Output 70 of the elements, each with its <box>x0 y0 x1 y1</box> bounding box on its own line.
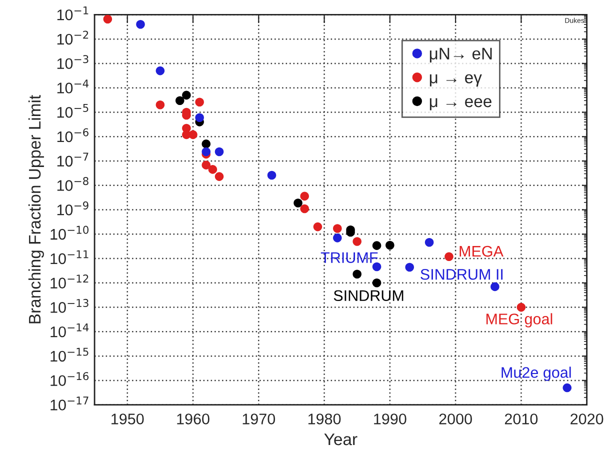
point <box>202 160 211 170</box>
point <box>352 237 362 246</box>
y-tick-label: 10$^{−7}$ <box>57 152 88 167</box>
point <box>188 130 198 140</box>
y-tick-label: 10$^{−3}$ <box>57 55 88 70</box>
y-tick-label: 10$^{−6}$ <box>57 128 88 142</box>
legend-label: μ → eee <box>430 98 492 110</box>
x-tick-label: 1950 <box>112 414 144 424</box>
y-tick-label: 10$^{−9}$ <box>57 201 88 216</box>
point <box>300 192 309 201</box>
y-axis-title: Branching Fraction Upper Limit <box>28 95 44 324</box>
point <box>405 262 414 272</box>
point <box>294 198 302 208</box>
point <box>424 238 434 247</box>
y-tick-label: 10$^{−5}$ <box>57 104 88 118</box>
y-tick-label: 10$^{−11}$ <box>50 250 88 264</box>
point <box>516 302 526 312</box>
point <box>372 262 382 272</box>
point <box>562 383 572 392</box>
point <box>202 147 211 156</box>
x-tick-label: 2020 <box>570 414 604 424</box>
annotation: MEG goal <box>486 313 552 328</box>
y-tick-label: 10$^{−13}$ <box>50 298 88 313</box>
annotation: SINDRUM II <box>420 268 503 280</box>
point <box>490 282 500 292</box>
point <box>195 98 204 106</box>
y-tick-label: 10$^{−8}$ <box>57 177 88 191</box>
point <box>333 224 342 233</box>
y-tick-label: 10$^{−14}$ <box>50 323 89 338</box>
point <box>372 278 382 288</box>
point <box>202 140 211 148</box>
point <box>372 241 382 250</box>
point <box>214 172 224 181</box>
y-tick-label: 10$^{−4}$ <box>57 80 89 94</box>
point <box>214 147 224 156</box>
x-tick-label: 1960 <box>177 414 210 424</box>
point <box>208 165 218 174</box>
annotation: Mu2e goal <box>502 366 571 381</box>
y-tick-label: 10$^{−17}$ <box>50 396 88 410</box>
point <box>156 100 165 110</box>
y-tick-label: 10$^{−15}$ <box>50 348 88 362</box>
point <box>444 252 454 261</box>
y-tick-label: 10$^{−16}$ <box>50 372 89 386</box>
x-tick-label: 1990 <box>374 414 406 424</box>
point <box>195 113 204 122</box>
point <box>313 222 322 232</box>
y-tick-label: 10$^{−10}$ <box>50 226 89 240</box>
point <box>352 270 362 278</box>
point <box>103 14 112 24</box>
point <box>182 90 191 100</box>
y-tick-label: 10$^{−12}$ <box>50 274 88 288</box>
annotation: MEGA <box>460 246 504 257</box>
annotation: SINDRUM <box>334 290 404 302</box>
point <box>333 234 342 242</box>
point <box>156 66 165 76</box>
legend-label: μ → eγ <box>430 74 482 87</box>
x-tick-label: 1970 <box>242 414 276 424</box>
point <box>136 20 145 29</box>
point <box>386 240 394 250</box>
point <box>175 96 184 105</box>
legend-label: μN→ eN <box>430 48 492 63</box>
x-tick-label: 1980 <box>308 414 341 424</box>
annotation: TRIUMF <box>320 252 378 264</box>
x-tick-label: 2000 <box>439 414 472 424</box>
y-tick-label: 10$^{−1}$ <box>57 6 88 20</box>
x-tick-label: 2010 <box>504 414 538 424</box>
point <box>300 204 309 214</box>
point <box>267 170 276 180</box>
x-axis-title: Year <box>324 434 358 446</box>
y-tick-label: 10$^{−2}$ <box>57 30 88 45</box>
